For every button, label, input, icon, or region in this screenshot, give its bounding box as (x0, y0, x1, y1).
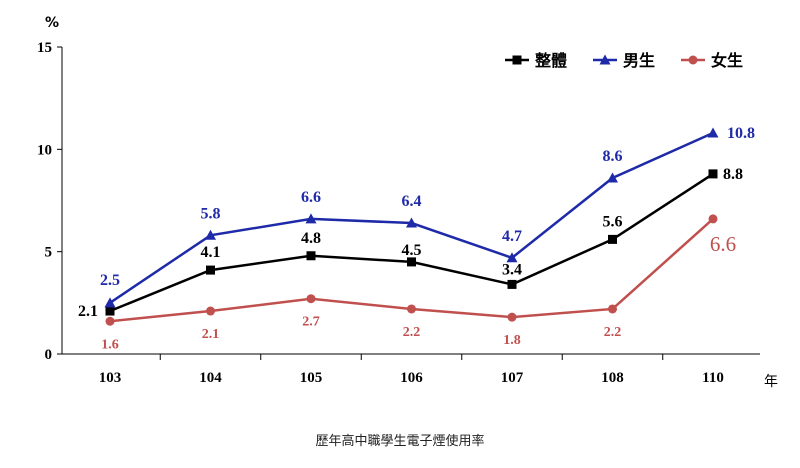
data-label: 2.2 (403, 325, 421, 340)
x-tick-label: 106 (400, 370, 423, 386)
data-point (105, 316, 115, 326)
data-point (608, 234, 617, 244)
x-tick-label: 104 (199, 370, 222, 386)
data-label: 2.1 (202, 327, 220, 342)
data-point (206, 265, 215, 275)
y-axis-label: % (45, 15, 59, 31)
chart-caption: 歷年高中職學生電子煙使用率 (315, 434, 485, 449)
y-tick-label: 5 (45, 245, 53, 261)
y-tick-label: 10 (37, 142, 52, 158)
legend-label: 女生 (711, 51, 743, 70)
data-label: 4.8 (301, 230, 321, 247)
x-tick-label: 107 (501, 370, 524, 386)
legend-swatch-marker (688, 55, 698, 65)
y-tick-label: 0 (45, 347, 53, 363)
data-point (507, 279, 517, 289)
data-point (708, 169, 718, 179)
data-point (407, 257, 416, 267)
x-tick-label: 108 (601, 370, 624, 386)
data-point (104, 297, 116, 308)
data-label: 2.5 (100, 272, 120, 289)
data-point (306, 294, 316, 304)
x-tick-label: 110 (702, 370, 724, 386)
data-label: 8.8 (723, 166, 743, 183)
y-tick-label: 15 (37, 40, 52, 56)
data-label: 5.8 (201, 205, 221, 222)
legend-label: 男生 (623, 51, 655, 70)
data-label: 8.6 (603, 148, 623, 165)
data-label: 2.7 (302, 315, 320, 330)
data-point (708, 214, 718, 224)
data-label: 4.1 (201, 244, 221, 261)
x-tick-label: 105 (300, 370, 323, 386)
data-point (306, 251, 316, 261)
data-label: 3.4 (502, 261, 522, 278)
x-tick-label: 103 (99, 370, 122, 386)
data-label: 4.7 (502, 228, 522, 245)
data-label: 4.5 (402, 242, 422, 259)
data-label: 1.6 (101, 337, 119, 352)
data-point (506, 252, 518, 263)
data-label: 6.6 (301, 189, 321, 206)
data-point (608, 304, 617, 314)
legend-label: 整體 (534, 51, 567, 70)
data-label: 1.8 (503, 333, 521, 348)
data-point (105, 306, 115, 316)
data-point (406, 217, 417, 228)
data-label: 2.1 (78, 303, 98, 320)
data-point (607, 172, 618, 183)
data-label: 6.4 (402, 193, 422, 210)
data-point (507, 312, 517, 322)
data-point (305, 213, 317, 224)
data-point (407, 304, 416, 314)
data-label: 2.2 (604, 325, 622, 340)
legend-swatch-marker (512, 55, 522, 65)
data-label: 6.6 (710, 232, 736, 256)
data-point (205, 229, 216, 240)
data-point (206, 306, 215, 316)
x-axis-label: 年 (764, 374, 778, 390)
data-label: 10.8 (727, 125, 755, 142)
data-label: 5.6 (603, 213, 623, 230)
legend-swatch-marker (599, 54, 611, 65)
data-point (707, 127, 719, 138)
